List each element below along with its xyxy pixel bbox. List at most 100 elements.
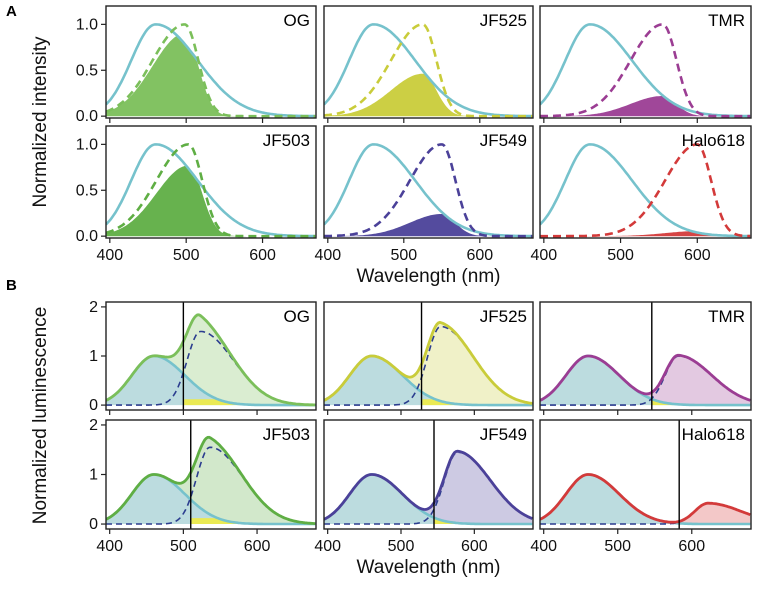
panel-a-jf525: JF525 [323, 5, 534, 123]
panel-label: JF525 [480, 11, 527, 30]
y-tick-label: 0 [89, 397, 98, 414]
acceptor-absorbance-dashed-line [540, 23, 751, 118]
plot-area [324, 23, 533, 118]
donor-area [324, 474, 533, 525]
panel-a-jf549: JF549 400 500 600 [314, 125, 534, 264]
x-axis-title: Wavelength (nm) [357, 557, 501, 578]
plot-area [540, 23, 751, 118]
acceptor-area [540, 474, 751, 524]
y-tick-label: 1 [89, 467, 98, 484]
panel-b-jf503: JF503 0 1 2 400 500 600 [89, 417, 317, 555]
y-tick-label: 0.5 [76, 62, 98, 79]
panel-frame [323, 5, 534, 119]
panel-a-halo618: Halo618 400 500 600 [530, 125, 752, 264]
y-tick-label: 2 [89, 299, 98, 316]
total-emission-line [324, 320, 533, 405]
panel-b-jf549: JF549 400 500 600 [314, 419, 534, 555]
plot-area [106, 143, 316, 238]
acceptor-absorbance-dashed-line [324, 23, 533, 118]
acceptor-area [106, 437, 316, 524]
panel-label: JF549 [480, 425, 527, 444]
overlap-area [106, 36, 316, 117]
acceptor-absorbance-dashed-line [324, 143, 533, 238]
donor-bleed-area [434, 518, 533, 525]
x-tick-label: 600 [461, 538, 488, 555]
donor-area [106, 356, 316, 406]
panel-b-tmr: TMR [539, 301, 752, 415]
x-tick-label: 400 [530, 538, 557, 555]
panel-label: OG [284, 11, 310, 30]
y-tick-label: 0 [89, 516, 98, 533]
y-tick-label: 1.0 [76, 16, 98, 33]
acceptor-absorbance-dashed-line [106, 143, 316, 238]
y-tick-label: 1.0 [76, 136, 98, 153]
panel-frame [539, 301, 752, 411]
plot-area [106, 302, 316, 410]
acceptor-emission-dashed-line [540, 355, 751, 406]
panel-a-tmr: TMR [539, 5, 752, 123]
panel-letter-b: B [6, 277, 17, 294]
acceptor-area [540, 355, 751, 406]
panel-label: OG [284, 307, 310, 326]
plot-area [540, 302, 751, 410]
panel-label: JF549 [480, 131, 527, 150]
overlap-area [324, 214, 533, 237]
plot-area [540, 420, 751, 529]
panel-b-halo618: Halo618 400 500 600 [530, 419, 752, 555]
x-tick-label: 400 [314, 247, 341, 264]
panel-label: TMR [708, 307, 745, 326]
x-tick-label: 500 [388, 538, 415, 555]
x-tick-label: 400 [314, 538, 341, 555]
donor-area [324, 356, 533, 406]
panel-frame [323, 419, 534, 530]
panel-frame [323, 301, 534, 411]
x-tick-label: 400 [96, 247, 123, 264]
panel-label: TMR [708, 11, 745, 30]
y-tick-label: 1 [89, 348, 98, 365]
donor-bleed-area [184, 399, 316, 406]
panel-frame [323, 125, 534, 239]
x-tick-label: 600 [249, 247, 276, 264]
donor-area [540, 474, 751, 525]
x-tick-label: 500 [170, 538, 197, 555]
overlap-area [324, 73, 533, 117]
panel-frame [539, 419, 752, 530]
overlap-area [106, 165, 316, 237]
panel-label: JF503 [263, 131, 310, 150]
y-axis-title: Normalized luminescence [30, 307, 51, 525]
panel-label: Halo618 [682, 425, 745, 444]
y-tick-label: 0.0 [76, 228, 98, 245]
total-emission-line [106, 313, 316, 407]
panel-label: JF503 [263, 425, 310, 444]
total-emission-line [324, 449, 533, 521]
y-axis-title: Normalized intensity [30, 36, 51, 208]
overlap-area [540, 96, 751, 117]
acceptor-absorbance-dashed-line [540, 143, 751, 238]
plot-area [324, 302, 533, 410]
total-emission-line [106, 435, 316, 525]
donor-bleed-area [191, 518, 316, 525]
panel-label: JF525 [480, 307, 527, 326]
plot-area [324, 143, 533, 238]
x-tick-label: 400 [530, 247, 557, 264]
x-tick-label: 500 [604, 538, 631, 555]
panel-frame [539, 5, 752, 119]
panel-a-og: OG 0.0 0.5 1.0 [76, 5, 317, 125]
x-tick-label: 600 [684, 247, 711, 264]
donor-emission-line [540, 143, 751, 238]
x-tick-label: 400 [96, 538, 123, 555]
y-tick-label: 0.5 [76, 182, 98, 199]
x-tick-label: 600 [466, 247, 493, 264]
acceptor-absorbance-dashed-line [106, 23, 316, 118]
plot-area [106, 420, 316, 529]
acceptor-area [106, 314, 316, 406]
overlap-area [540, 231, 751, 237]
plot-area [540, 143, 751, 238]
x-tick-label: 500 [173, 247, 200, 264]
donor-area [540, 356, 751, 406]
total-emission-line [540, 353, 751, 402]
plot-area [106, 23, 316, 118]
x-tick-label: 500 [607, 247, 634, 264]
acceptor-area [324, 322, 533, 406]
